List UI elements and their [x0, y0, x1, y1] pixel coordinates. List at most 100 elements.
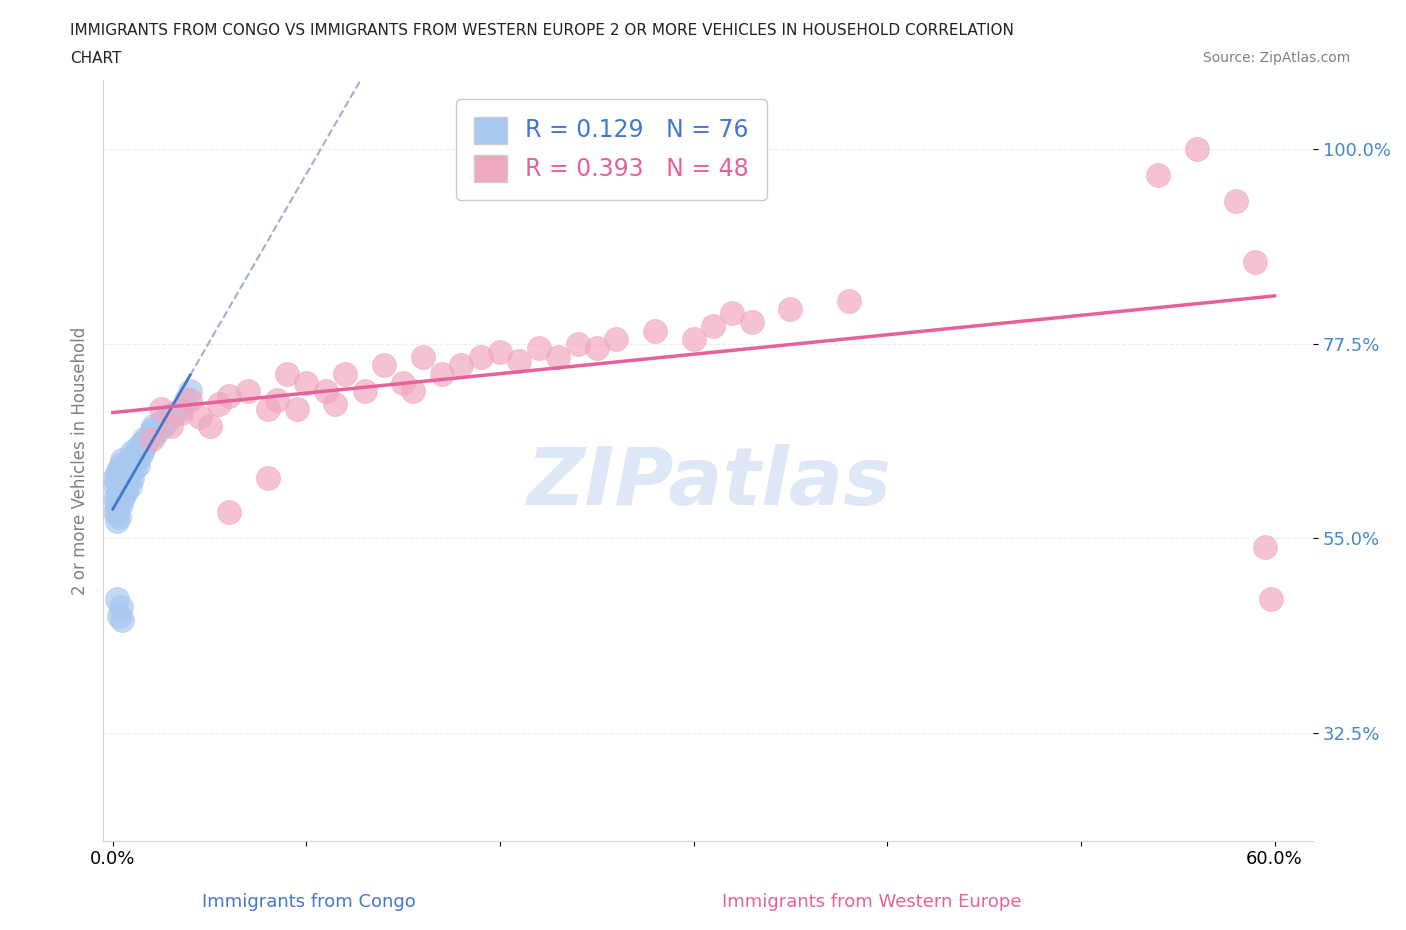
Point	[160, 408, 183, 423]
Point	[238, 384, 260, 399]
Point	[117, 466, 139, 481]
Text: Source: ZipAtlas.com: Source: ZipAtlas.com	[1202, 51, 1350, 65]
Point	[153, 414, 176, 429]
Point	[105, 513, 128, 528]
Point	[112, 487, 135, 502]
Point	[121, 458, 143, 472]
Text: Immigrants from Congo: Immigrants from Congo	[202, 893, 416, 910]
Point	[508, 353, 530, 368]
Point	[115, 474, 138, 489]
Point	[104, 471, 127, 485]
Point	[256, 401, 278, 416]
Point	[117, 458, 139, 472]
Point	[122, 448, 145, 463]
Point	[135, 436, 157, 451]
Point	[127, 440, 149, 455]
Point	[112, 479, 135, 494]
Point	[107, 484, 129, 498]
Point	[142, 418, 165, 433]
Point	[266, 392, 288, 407]
Point	[127, 458, 149, 472]
Point	[129, 448, 152, 463]
Point	[285, 401, 308, 416]
Point	[107, 471, 129, 485]
Point	[179, 392, 201, 407]
Point	[276, 366, 298, 381]
Point	[115, 471, 138, 485]
Point	[112, 474, 135, 489]
Point	[105, 474, 128, 489]
Point	[721, 306, 744, 321]
Point	[179, 384, 201, 399]
Point	[150, 401, 173, 416]
Point	[702, 319, 724, 334]
Point	[104, 505, 127, 520]
Point	[107, 479, 129, 494]
Point	[333, 366, 356, 381]
Point	[150, 414, 173, 429]
Point	[188, 410, 211, 425]
Point	[110, 474, 132, 489]
Point	[1254, 539, 1277, 554]
Point	[110, 484, 132, 498]
Point	[1260, 591, 1282, 606]
Point	[104, 479, 127, 494]
Point	[160, 418, 183, 433]
Point	[489, 345, 512, 360]
Point	[125, 453, 148, 468]
Point	[315, 384, 337, 399]
Point	[107, 492, 129, 507]
Point	[120, 453, 142, 468]
Point	[470, 350, 492, 365]
Point	[198, 418, 221, 433]
Point	[605, 332, 627, 347]
Point	[450, 358, 472, 373]
Point	[169, 401, 191, 416]
Point	[256, 471, 278, 485]
Point	[218, 388, 240, 403]
Point	[412, 350, 434, 365]
Point	[121, 445, 143, 459]
Point	[1185, 141, 1208, 156]
Point	[430, 366, 453, 381]
Point	[111, 479, 134, 494]
Point	[145, 427, 167, 442]
Point	[141, 423, 163, 438]
Text: IMMIGRANTS FROM CONGO VS IMMIGRANTS FROM WESTERN EUROPE 2 OR MORE VEHICLES IN HO: IMMIGRANTS FROM CONGO VS IMMIGRANTS FROM…	[70, 23, 1014, 38]
Point	[110, 458, 132, 472]
Point	[107, 461, 129, 476]
Point	[121, 471, 143, 485]
Point	[105, 487, 128, 502]
Point	[402, 384, 425, 399]
Point	[152, 418, 174, 433]
Point	[779, 301, 801, 316]
Point	[169, 405, 191, 420]
Point	[105, 505, 128, 520]
Point	[111, 466, 134, 481]
Text: Immigrants from Western Europe: Immigrants from Western Europe	[721, 893, 1022, 910]
Text: CHART: CHART	[70, 51, 122, 66]
Point	[110, 600, 132, 615]
Point	[115, 484, 138, 498]
Point	[131, 445, 153, 459]
Point	[1147, 167, 1170, 182]
Point	[131, 436, 153, 451]
Point	[105, 591, 128, 606]
Point	[373, 358, 395, 373]
Point	[125, 445, 148, 459]
Point	[110, 466, 132, 481]
Point	[157, 411, 180, 426]
Point	[392, 375, 415, 390]
Point	[111, 492, 134, 507]
Point	[111, 487, 134, 502]
Point	[1225, 193, 1247, 208]
Point	[644, 324, 666, 339]
Point	[132, 432, 155, 446]
Point	[117, 474, 139, 489]
Point	[682, 332, 704, 347]
Point	[527, 340, 550, 355]
Point	[105, 497, 128, 512]
Point	[107, 510, 129, 525]
Point	[176, 392, 198, 407]
Point	[111, 613, 134, 628]
